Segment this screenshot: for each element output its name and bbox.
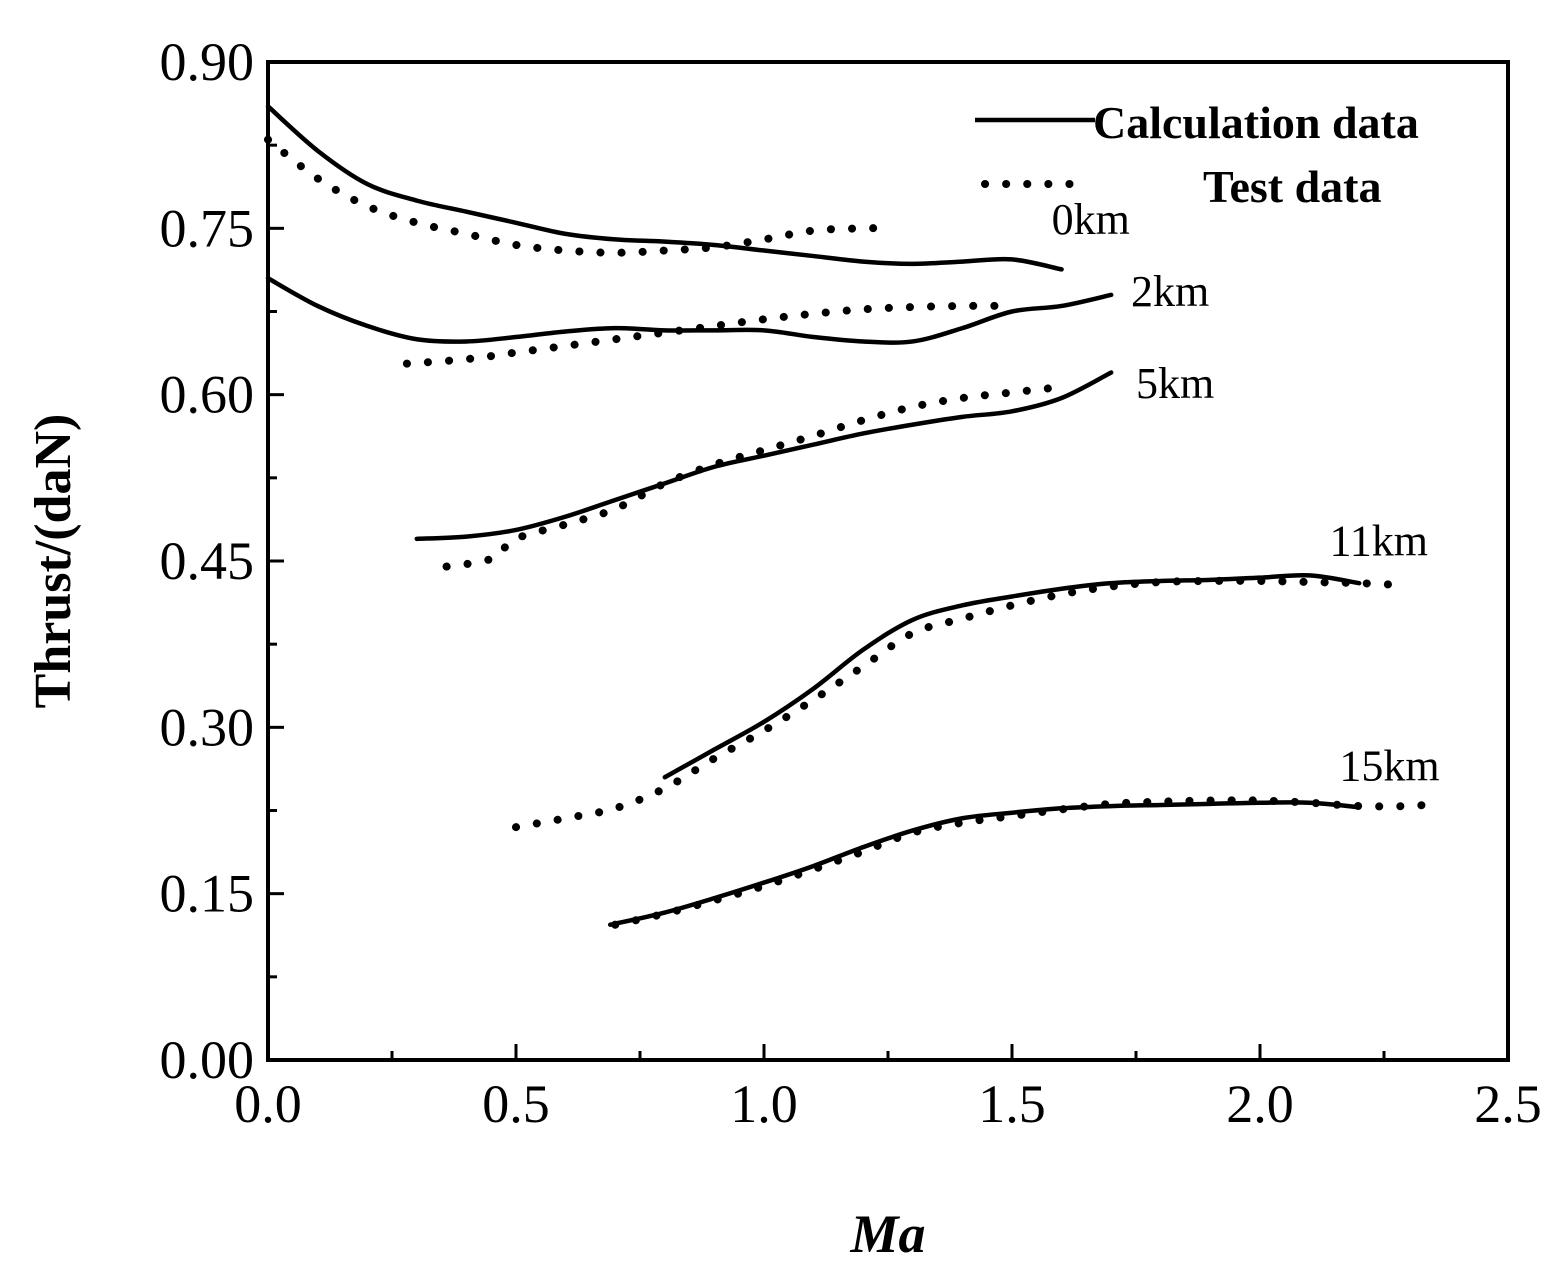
series-15km-test bbox=[611, 796, 1438, 929]
series-line-5km-calculation bbox=[414, 370, 1114, 542]
y-tick-label: 0.60 bbox=[160, 365, 255, 425]
x-tick-label: 0.0 bbox=[234, 1074, 302, 1134]
legend: Calculation data Test data bbox=[975, 97, 1419, 212]
series-15km-calculation bbox=[607, 800, 1362, 927]
series-5km-calculation bbox=[414, 370, 1114, 542]
series-label-0km: 0km bbox=[1052, 195, 1130, 244]
legend-label-calculation: Calculation data bbox=[1093, 97, 1419, 148]
series-line-5km-test bbox=[442, 382, 1066, 571]
x-axis-title: Ma bbox=[849, 1204, 925, 1262]
y-tick-label: 0.45 bbox=[160, 531, 255, 591]
y-tick-label: 0.90 bbox=[160, 32, 255, 92]
y-tick-label: 0.15 bbox=[160, 864, 255, 924]
series-label-11km: 11km bbox=[1329, 516, 1428, 565]
y-tick-label: 0.30 bbox=[160, 697, 255, 757]
series-line-15km-test bbox=[611, 796, 1438, 929]
series-line-2km-test bbox=[402, 301, 1016, 368]
series-line-2km-calculation bbox=[265, 275, 1114, 345]
series-line-11km-calculation bbox=[662, 572, 1362, 780]
legend-label-test: Test data bbox=[1203, 161, 1382, 212]
series-line-11km-test bbox=[512, 576, 1413, 832]
series-line-15km-calculation bbox=[607, 800, 1362, 927]
y-axis-title: Thrust/(daN) bbox=[25, 414, 82, 709]
series-11km-test bbox=[512, 576, 1413, 832]
series-line-0km-test bbox=[264, 135, 888, 257]
y-tick-label: 0.00 bbox=[160, 1030, 255, 1090]
series-0km-test bbox=[264, 135, 888, 257]
series-2km-calculation bbox=[265, 275, 1114, 345]
series-label-5km: 5km bbox=[1136, 359, 1214, 408]
series-label-15km: 15km bbox=[1339, 742, 1439, 791]
series-11km-calculation bbox=[662, 572, 1362, 780]
x-tick-label: 1.5 bbox=[978, 1074, 1046, 1134]
x-tick-label: 0.5 bbox=[482, 1074, 550, 1134]
y-tick-label: 0.75 bbox=[160, 198, 255, 258]
x-tick-label: 1.0 bbox=[730, 1074, 798, 1134]
series-line-0km-calculation bbox=[265, 104, 1064, 272]
series-2km-test bbox=[402, 301, 1016, 368]
x-tick-label: 2.0 bbox=[1226, 1074, 1294, 1134]
series-0km-calculation bbox=[265, 104, 1064, 272]
x-tick-label: 2.5 bbox=[1474, 1074, 1542, 1134]
series-5km-test bbox=[442, 382, 1066, 571]
series-label-2km: 2km bbox=[1131, 267, 1209, 316]
